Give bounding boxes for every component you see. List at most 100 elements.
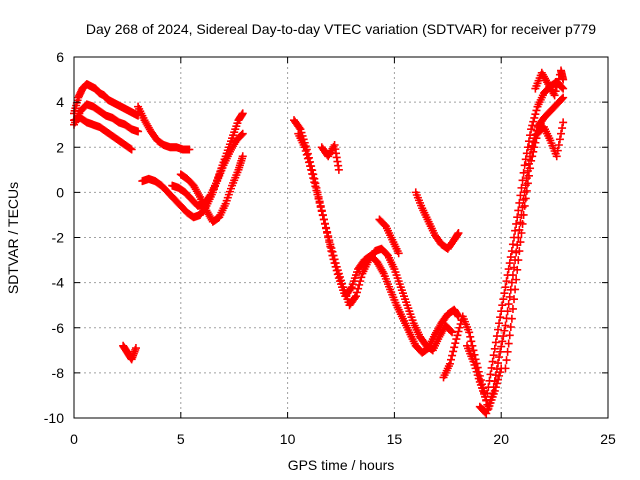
plus-marker xyxy=(330,255,339,264)
plus-marker xyxy=(309,174,318,183)
plus-marker xyxy=(445,359,454,368)
plus-marker xyxy=(465,328,474,337)
y-tick-label: 2 xyxy=(56,139,64,155)
plus-marker xyxy=(502,277,511,286)
plus-marker xyxy=(519,168,528,177)
plus-marker xyxy=(515,247,524,256)
plus-marker xyxy=(498,301,507,310)
plus-marker xyxy=(355,280,364,289)
plus-marker xyxy=(557,129,566,138)
plus-marker xyxy=(530,143,539,152)
plus-marker xyxy=(507,247,516,256)
plus-marker xyxy=(503,307,512,316)
plus-marker xyxy=(514,256,523,265)
plus-marker xyxy=(503,347,512,356)
plus-marker xyxy=(517,228,526,237)
plus-marker xyxy=(295,123,304,132)
plus-marker xyxy=(526,164,535,173)
plus-marker xyxy=(554,140,563,149)
plus-marker xyxy=(324,231,333,240)
plus-marker xyxy=(488,357,497,366)
plus-marker xyxy=(447,355,456,364)
plus-marker xyxy=(505,292,514,301)
plus-marker xyxy=(492,365,501,374)
series-17 xyxy=(501,118,568,373)
plus-marker xyxy=(551,87,560,96)
plus-marker xyxy=(487,363,496,372)
plus-marker xyxy=(508,304,517,313)
y-tick-label: -10 xyxy=(44,410,64,426)
chart-title: Day 268 of 2024, Sidereal Day-to-day VTE… xyxy=(86,21,596,37)
plus-marker xyxy=(555,135,564,144)
plus-marker xyxy=(499,295,508,304)
plus-marker xyxy=(501,283,510,292)
y-tick-label: 4 xyxy=(56,94,64,110)
plus-marker xyxy=(452,335,461,344)
plus-marker xyxy=(329,251,338,260)
series-10 xyxy=(294,129,457,355)
plus-marker xyxy=(394,249,403,258)
plus-marker xyxy=(496,313,505,322)
plus-marker xyxy=(131,344,140,353)
plus-marker xyxy=(448,351,457,360)
plus-marker xyxy=(513,213,522,222)
series-3 xyxy=(70,113,136,154)
plus-marker xyxy=(238,129,247,138)
plus-marker xyxy=(559,75,568,84)
plus-marker xyxy=(238,109,247,118)
plus-marker xyxy=(313,190,322,199)
series-4 xyxy=(134,102,194,154)
series-6 xyxy=(168,129,247,210)
plus-marker xyxy=(529,117,538,126)
plus-marker xyxy=(490,344,499,353)
plus-marker xyxy=(528,152,537,161)
plus-marker xyxy=(521,155,530,164)
x-tick-label: 0 xyxy=(70,431,78,447)
plus-marker xyxy=(501,364,510,373)
x-tick-label: 10 xyxy=(280,431,296,447)
plus-marker xyxy=(558,124,567,133)
plus-marker xyxy=(553,146,562,155)
plus-marker xyxy=(514,206,523,215)
plus-marker xyxy=(505,259,514,268)
plus-marker xyxy=(354,284,363,293)
plus-marker xyxy=(307,165,316,174)
x-tick-label: 15 xyxy=(387,431,403,447)
plus-marker xyxy=(559,118,568,127)
plus-marker xyxy=(524,171,533,180)
plus-marker xyxy=(491,371,500,380)
plus-marker xyxy=(315,198,324,207)
plus-marker xyxy=(504,339,513,348)
plus-marker xyxy=(331,259,340,268)
plus-marker xyxy=(127,145,136,154)
data-points xyxy=(70,66,568,418)
plus-marker xyxy=(523,179,532,188)
y-tick-label: -8 xyxy=(52,365,65,381)
plus-marker xyxy=(527,156,536,165)
plus-marker xyxy=(505,331,514,340)
plus-marker xyxy=(510,295,519,304)
plus-marker xyxy=(515,198,524,207)
plus-marker xyxy=(447,327,456,336)
plus-marker xyxy=(318,211,327,220)
plus-marker xyxy=(500,326,509,335)
plus-marker xyxy=(552,152,561,161)
x-axis-label: GPS time / hours xyxy=(288,457,395,473)
plus-marker xyxy=(323,227,332,236)
plus-marker xyxy=(454,327,463,336)
plus-marker xyxy=(506,253,515,262)
plus-marker xyxy=(454,228,463,237)
plus-marker xyxy=(532,134,541,143)
plus-marker xyxy=(312,186,321,195)
plus-marker xyxy=(308,169,317,178)
plus-marker xyxy=(519,210,528,219)
plus-marker xyxy=(453,331,462,340)
plus-marker xyxy=(521,194,530,203)
plus-marker xyxy=(322,223,331,232)
y-tick-label: 0 xyxy=(56,184,64,200)
plus-marker xyxy=(488,389,497,398)
y-axis-label: SDTVAR / TECUs xyxy=(5,182,21,294)
series-7 xyxy=(176,152,247,226)
plus-marker xyxy=(237,130,246,139)
